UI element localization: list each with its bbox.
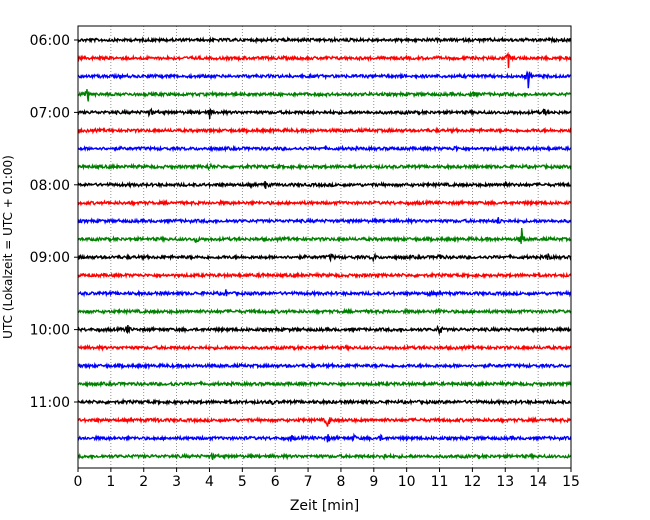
seismic-trace-0845 [77, 227, 572, 244]
x-tick-label: 15 [562, 474, 580, 490]
x-tick-label: 6 [271, 474, 280, 490]
seismic-trace-0815 [77, 198, 572, 208]
seismic-trace-1115 [77, 416, 572, 427]
seismic-trace-1000 [77, 324, 572, 336]
x-tick-label: 7 [304, 474, 313, 490]
seismic-trace-1100 [77, 397, 572, 407]
seismic-trace-0915 [77, 271, 572, 280]
seismic-trace-1130 [77, 432, 572, 443]
seismic-trace-0645 [77, 89, 572, 102]
seismic-trace-1145 [77, 451, 572, 461]
y-axis-label: UTC (Lokalzeit = UTC + 01:00) [1, 155, 15, 339]
x-tick-label: 8 [336, 474, 345, 490]
y-tick-label: 09:00 [30, 250, 70, 266]
seismic-trace-1045 [77, 379, 572, 388]
y-tick-label: 06:00 [30, 33, 70, 49]
seismic-trace-0615 [77, 51, 572, 69]
seismic-trace-0900 [77, 252, 572, 264]
x-tick-label: 3 [172, 474, 181, 490]
seismic-trace-0630 [77, 70, 572, 89]
seismic-trace-0830 [77, 217, 572, 226]
x-tick-label: 5 [238, 474, 247, 490]
x-tick-label: 0 [74, 474, 83, 490]
seismic-trace-0600 [77, 35, 572, 45]
y-tick-label: 10:00 [30, 323, 70, 339]
x-tick-label: 11 [431, 474, 449, 490]
x-tick-label: 2 [139, 474, 148, 490]
x-tick-label: 10 [398, 474, 416, 490]
x-tick-label: 9 [369, 474, 378, 490]
seismic-trace-0715 [77, 126, 572, 135]
seismic-trace-0700 [77, 107, 572, 119]
x-tick-label: 1 [106, 474, 115, 490]
x-axis-label: Zeit [min] [290, 498, 359, 514]
x-tick-label: 13 [496, 474, 514, 490]
y-tick-label: 08:00 [30, 178, 70, 194]
x-tick-label: 12 [463, 474, 481, 490]
seismic-trace-0730 [77, 144, 572, 153]
axis-layer: 0 1 2 3 4 5 6 7 8 9 10 11 12 13 14 1506:0007:0008:0009:… [30, 33, 580, 490]
y-tick-label: 07:00 [30, 105, 70, 121]
seismic-trace-1015 [77, 343, 572, 352]
x-tick-label: 14 [529, 474, 547, 490]
x-tick-label: 4 [205, 474, 214, 490]
seismic-trace-0930 [77, 289, 572, 298]
seismic-trace-0745 [77, 162, 572, 171]
trace-layer [77, 35, 572, 461]
plot-frame [77, 25, 572, 469]
seismic-trace-0800 [77, 180, 572, 190]
y-tick-label: 11:00 [30, 395, 70, 411]
seismic-trace-0945 [77, 307, 572, 316]
seismic-trace-1030 [77, 361, 572, 371]
